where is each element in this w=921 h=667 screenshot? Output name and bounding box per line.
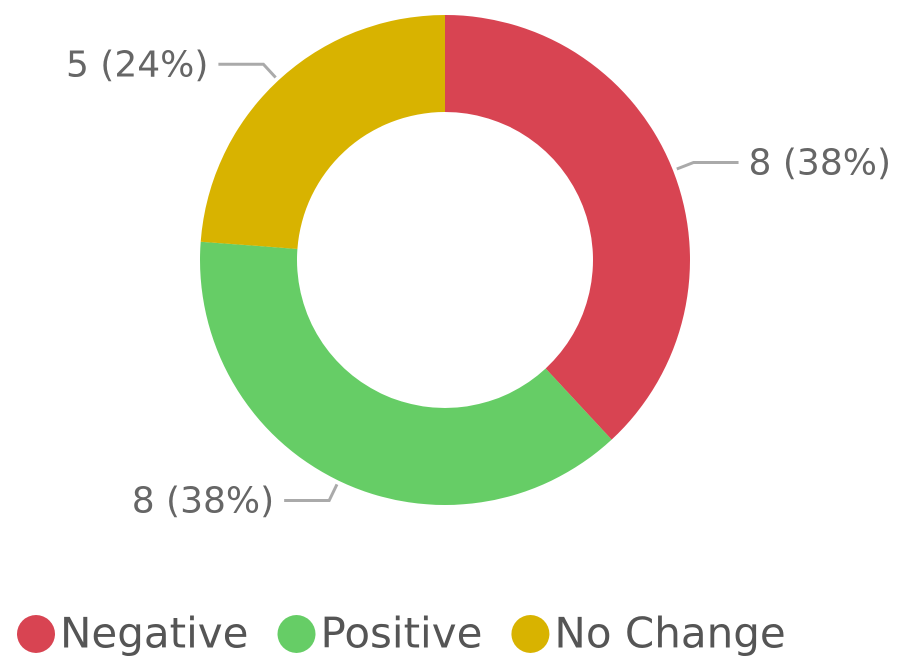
legend-marker xyxy=(17,615,55,653)
leader-line xyxy=(218,62,277,79)
legend-label: Negative xyxy=(60,609,249,658)
data-label: 5 (24%) xyxy=(66,44,208,85)
data-label: 8 (38%) xyxy=(132,481,274,522)
donut-slice xyxy=(445,15,691,440)
legend-marker xyxy=(277,615,316,653)
leader-line xyxy=(676,160,739,171)
legend-label: No Change xyxy=(554,609,785,658)
donut-slice xyxy=(200,15,445,249)
legend-label: Positive xyxy=(321,609,483,658)
leader-line xyxy=(284,483,339,503)
donut-slice xyxy=(200,241,612,505)
data-label: 8 (38%) xyxy=(749,142,891,183)
legend-marker xyxy=(511,615,550,653)
